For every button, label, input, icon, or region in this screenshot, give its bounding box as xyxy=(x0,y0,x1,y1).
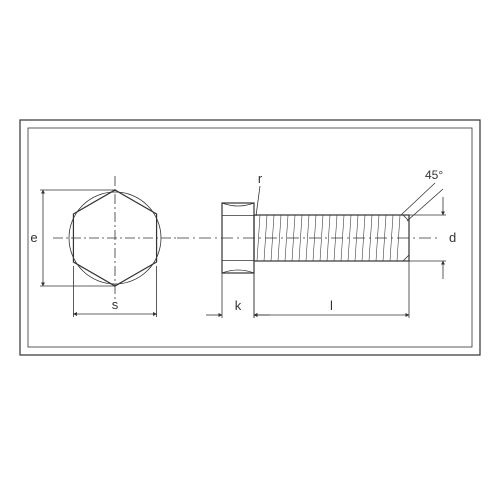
side-view: r 45° d k xyxy=(177,168,456,318)
bolt-diagram-svg: e s r xyxy=(0,0,500,500)
frame-outer xyxy=(20,120,480,355)
label-d: d xyxy=(449,230,456,245)
leader-r xyxy=(256,186,260,216)
dim-k: k xyxy=(206,273,270,318)
front-view: e s xyxy=(30,176,177,317)
label-45: 45° xyxy=(425,168,443,182)
label-s: s xyxy=(112,297,119,312)
label-l: l xyxy=(330,298,333,313)
label-r: r xyxy=(258,171,263,186)
label-k: k xyxy=(235,298,242,313)
label-e: e xyxy=(30,230,37,245)
dim-l: l xyxy=(254,261,409,318)
dim-d: d xyxy=(409,197,456,279)
dim-chamfer-45: 45° xyxy=(401,168,443,221)
drawing-canvas: e s r xyxy=(0,0,500,500)
